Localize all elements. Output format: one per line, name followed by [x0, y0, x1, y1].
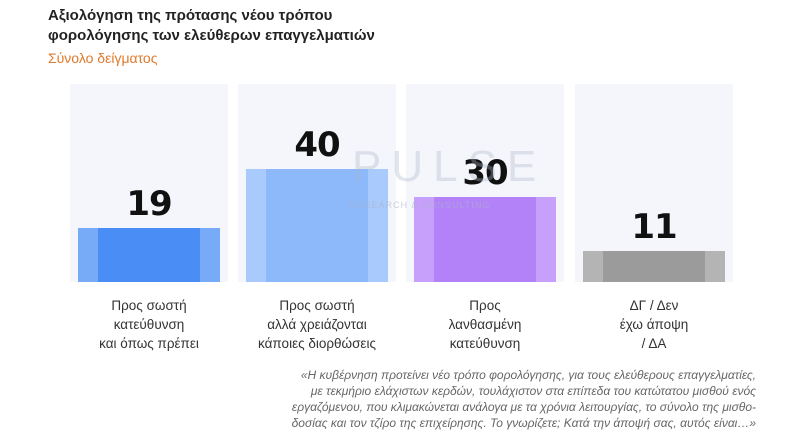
value-label: 19	[126, 184, 172, 225]
footnote: δοσίας και τον τζίρο της επιχείρησης. Το…	[291, 416, 756, 430]
value-label: 40	[294, 125, 340, 166]
footnote: εργαζόμενου, που κλιμακώνεται ανάλογα με…	[291, 400, 756, 414]
bar	[78, 228, 220, 282]
category-label: Προς σωστή κατεύθυνση και όπως πρέπει	[99, 298, 199, 351]
category-label: ΔΓ / Δεν έχω άποψη / ΔΑ	[619, 298, 689, 351]
category-label: Προς λανθασμένη κατεύθυνση	[448, 298, 522, 351]
watermark: PULSE	[352, 142, 547, 191]
panel	[575, 84, 733, 282]
value-label: 11	[631, 206, 677, 247]
footnote: «Η κυβέρνηση προτείνει νέο τρόπο φορολόγ…	[300, 368, 756, 382]
bar	[246, 169, 388, 282]
footnote: με τεκμήριο ελάχιστων κερδών, τουλάχιστο…	[310, 384, 756, 398]
bar	[583, 250, 725, 282]
bar	[414, 197, 556, 282]
chart-title: Αξιολόγηση της πρότασης νέου τρόπου φορο…	[48, 7, 375, 44]
watermark-tagline: RESEARCH & CONSULTING	[350, 200, 491, 210]
chart-subtitle: Σύνολο δείγματος	[48, 50, 158, 66]
value-label: 30	[462, 153, 508, 194]
category-label: Προς σωστή αλλά χρειάζονται κάποιες διορ…	[258, 298, 376, 351]
